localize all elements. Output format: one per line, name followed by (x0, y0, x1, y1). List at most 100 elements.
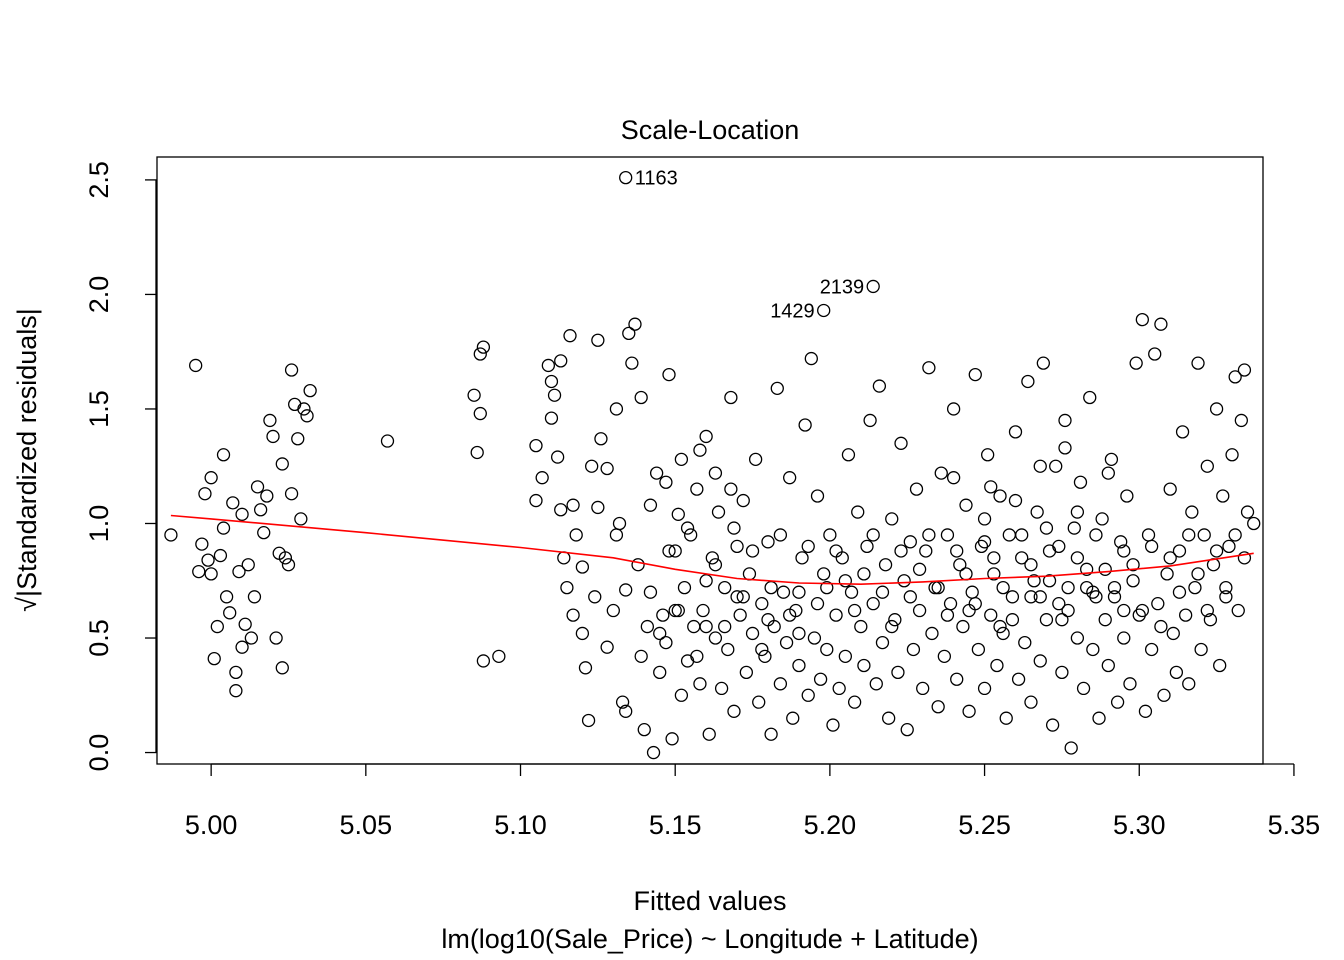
data-point (894, 544, 908, 558)
data-point (269, 631, 283, 645)
data-point (671, 507, 685, 521)
data-point (195, 537, 209, 551)
data-point (1144, 539, 1159, 554)
data-point (216, 521, 231, 535)
data-point (1042, 574, 1057, 588)
data-point (563, 329, 577, 343)
data-point (677, 580, 692, 595)
data-point (940, 528, 955, 542)
data-point (1148, 347, 1162, 361)
data-point (727, 704, 741, 718)
data-point (201, 553, 215, 567)
data-point (1126, 574, 1140, 588)
data-point (1222, 539, 1236, 554)
data-point (1030, 505, 1044, 519)
data-point (1209, 544, 1224, 558)
data-point (875, 635, 890, 650)
data-point (783, 608, 797, 622)
data-point (581, 713, 596, 728)
data-point (643, 498, 658, 512)
data-point (1070, 551, 1085, 565)
data-point (909, 482, 924, 496)
data-point (838, 574, 852, 588)
data-point (962, 603, 976, 618)
chart-title: Scale-Location (621, 115, 800, 145)
data-point (204, 567, 218, 581)
data-point (1110, 695, 1125, 709)
data-point (1219, 580, 1233, 595)
data-point (544, 374, 559, 389)
data-point (1024, 590, 1038, 604)
data-point (1076, 681, 1091, 696)
data-point (903, 535, 917, 549)
data-point (878, 558, 893, 572)
data-point (863, 413, 877, 428)
data-point (687, 619, 701, 634)
data-point (1194, 642, 1208, 657)
data-point (1036, 356, 1050, 370)
data-point (591, 333, 605, 347)
data-point (541, 358, 556, 373)
data-point (690, 482, 704, 496)
data-point (792, 658, 806, 673)
data-point (696, 603, 710, 618)
point-label: 1429 (770, 300, 815, 322)
data-point (1175, 425, 1190, 439)
data-point (566, 498, 580, 512)
data-point (810, 489, 825, 503)
data-point (854, 619, 868, 634)
data-point (733, 608, 747, 622)
data-point (1070, 631, 1085, 645)
data-point (1049, 459, 1063, 473)
data-point (1042, 544, 1057, 558)
data-point (748, 452, 763, 467)
data-point (1018, 635, 1032, 650)
data-point (529, 493, 543, 508)
data-point (758, 649, 772, 663)
data-point (968, 597, 982, 611)
data-point (761, 613, 775, 627)
data-point (1225, 448, 1239, 462)
data-point (380, 434, 395, 448)
data-point (956, 619, 970, 634)
data-point (300, 409, 314, 423)
data-point (903, 590, 917, 604)
data-point (1098, 613, 1112, 627)
data-point (773, 528, 788, 542)
data-point (1015, 528, 1029, 542)
data-point (275, 661, 289, 675)
data-point (1216, 489, 1230, 503)
data-point (984, 480, 998, 494)
data-point (656, 608, 670, 622)
data-point (857, 567, 871, 581)
data-point (711, 505, 726, 519)
data-point (266, 429, 280, 444)
data-point (981, 448, 995, 462)
y-tick-label: 2.5 (84, 161, 114, 199)
data-point (1151, 597, 1165, 611)
data-point (764, 580, 778, 595)
data-point (1055, 613, 1069, 627)
point-label: 2139 (820, 276, 865, 298)
data-point (931, 580, 945, 595)
data-point (1240, 505, 1255, 519)
data-point (535, 471, 549, 485)
data-point (922, 361, 936, 375)
chart-subtitle: lm(log10(Sale_Price) ~ Longitude + Latit… (441, 924, 978, 954)
data-point (767, 619, 781, 634)
data-point (473, 406, 487, 421)
data-point (888, 613, 902, 627)
data-point (1120, 489, 1134, 503)
data-point (943, 597, 958, 611)
data-point (776, 585, 791, 599)
data-point (628, 317, 642, 331)
data-point (1058, 441, 1072, 455)
data-point (971, 642, 986, 657)
data-point (476, 340, 491, 354)
data-point (1098, 562, 1112, 576)
data-point (294, 512, 308, 526)
data-point (189, 358, 203, 373)
data-point (668, 603, 682, 618)
data-point (619, 704, 633, 718)
